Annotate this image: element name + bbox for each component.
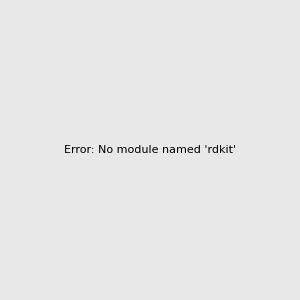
Text: Error: No module named 'rdkit': Error: No module named 'rdkit' xyxy=(64,145,236,155)
